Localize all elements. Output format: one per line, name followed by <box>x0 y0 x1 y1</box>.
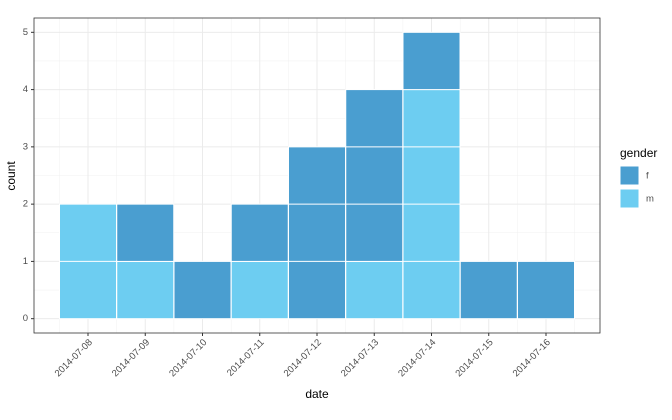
bar-segment <box>288 146 346 320</box>
x-tick-label: 2014-07-10 <box>167 337 209 379</box>
bar-segment <box>345 260 404 320</box>
bar-segment <box>459 260 518 320</box>
x-tick-label: 2014-07-16 <box>511 337 553 379</box>
x-tick-label: 2014-07-15 <box>453 337 495 379</box>
y-tick-label: 0 <box>23 313 28 324</box>
legend-label: f <box>646 171 649 182</box>
x-tick-label: 2014-07-08 <box>53 337 95 379</box>
bar-segment <box>230 260 289 320</box>
y-tick-label: 1 <box>23 256 28 267</box>
bar-segment <box>402 31 461 91</box>
legend-title: gender <box>620 146 657 160</box>
x-tick-label: 2014-07-11 <box>225 337 267 379</box>
bar-segment <box>116 260 175 320</box>
bar-segment <box>517 260 575 320</box>
y-axis-title: count <box>4 161 18 191</box>
y-tick-label: 4 <box>23 84 28 95</box>
y-tick-label: 2 <box>23 199 28 210</box>
x-tick-label: 2014-07-09 <box>110 337 152 379</box>
bar-segment <box>116 203 175 262</box>
legend-label: m <box>646 194 654 205</box>
x-tick-label: 2014-07-12 <box>282 337 324 379</box>
x-tick-label: 2014-07-14 <box>396 337 438 379</box>
x-axis-title: date <box>305 387 329 401</box>
legend-key <box>619 165 640 186</box>
y-tick-label: 5 <box>23 27 28 38</box>
y-tick-label: 3 <box>23 141 28 152</box>
bar-segment <box>230 203 289 262</box>
bar-segment <box>345 89 404 262</box>
x-tick-label: 2014-07-13 <box>339 337 381 379</box>
bar-segment <box>173 260 232 320</box>
legend-key <box>619 188 640 209</box>
